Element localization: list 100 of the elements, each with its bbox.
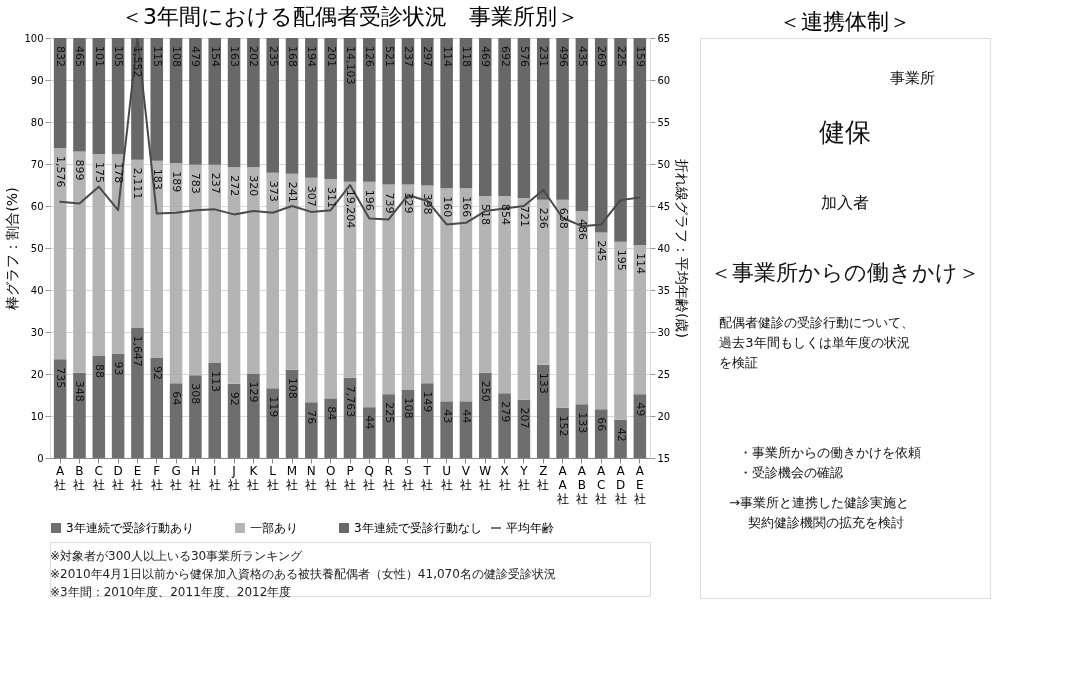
bar	[73, 38, 86, 152]
y2-tick-label: 20	[657, 410, 671, 422]
y-tick-label: 50	[30, 242, 44, 254]
x-tick-label: C社	[92, 463, 105, 492]
text: ＜連携体制＞	[779, 9, 911, 34]
x-tick-label: S社	[401, 463, 414, 492]
annotation: 152	[556, 415, 570, 437]
x-tick-label: N社	[305, 463, 318, 492]
y-tick-label: 10	[30, 410, 44, 422]
annotation: 269	[595, 46, 609, 67]
bar	[150, 358, 164, 458]
annotation: 101	[92, 46, 106, 67]
text: ※対象者が300人以上いる30事業所ランキング	[50, 549, 304, 563]
bar	[189, 375, 202, 458]
bar	[421, 38, 434, 186]
bar	[594, 38, 608, 233]
annotation: 43	[440, 409, 454, 424]
bar	[285, 173, 299, 370]
annotation: 398	[421, 193, 435, 215]
bar	[498, 195, 511, 394]
x-tick-label: AD社	[614, 463, 627, 506]
x-tick-label: AB社	[575, 463, 588, 506]
x-tick-label: M社	[286, 463, 299, 492]
annotation: 739	[382, 192, 396, 214]
x-tick-label: V社	[459, 463, 472, 492]
annotation: 115	[150, 46, 164, 67]
annotation: 49	[633, 402, 647, 417]
bar	[305, 177, 318, 403]
bar	[92, 38, 106, 154]
annotation: 373	[266, 180, 280, 202]
bar	[324, 398, 337, 458]
x-tick-label: AC社	[595, 463, 608, 506]
annotation: 92	[150, 366, 164, 381]
annotation: 207	[517, 407, 531, 429]
y-tick-label: 90	[30, 74, 44, 86]
text: →事業所と連携した健診実施と	[729, 495, 909, 510]
annotation: 225	[382, 402, 396, 424]
x-tick-label: J社	[228, 463, 241, 492]
x-tick-label: K社	[247, 463, 260, 492]
annotation: 201	[324, 46, 338, 67]
annotation: 297	[421, 46, 435, 67]
annotation: 469	[479, 46, 493, 67]
y-axis-title: 棒グラフ：割合(%)	[4, 187, 21, 310]
bar	[208, 38, 222, 165]
annotation: 119	[266, 396, 280, 418]
bar	[131, 159, 144, 328]
bar	[305, 38, 318, 178]
annotation: 126	[363, 46, 377, 67]
x-tick-label: F社	[150, 463, 163, 492]
bar	[131, 327, 144, 458]
annotation: 149	[421, 391, 435, 413]
text: ＜事業所からの働きかけ＞	[710, 260, 980, 285]
text: 健保	[819, 117, 871, 147]
x-tick-label: AA社	[556, 463, 569, 506]
annotation: 105	[112, 46, 126, 67]
bar	[633, 245, 647, 395]
x-tick-label: Y社	[517, 463, 530, 492]
annotation: 154	[208, 46, 222, 67]
bar	[594, 232, 608, 410]
bar	[401, 38, 415, 185]
y2-tick-label: 35	[657, 284, 671, 296]
annotation: 76	[305, 410, 319, 425]
annotation: 7,763	[344, 385, 357, 418]
bar	[266, 38, 279, 173]
annotation: 735	[54, 367, 68, 389]
annotation: 166	[459, 196, 473, 218]
annotation: 899	[73, 159, 87, 181]
x-tick-label: E社	[131, 463, 144, 492]
bar	[150, 160, 164, 359]
annotation: 1,576	[54, 156, 68, 188]
annotation: 44	[363, 415, 377, 430]
y2-tick-label: 55	[657, 116, 671, 128]
y-tick-label: 0	[37, 452, 44, 464]
bar	[363, 38, 376, 182]
annotation: 496	[556, 46, 570, 67]
annotation: 329	[401, 192, 415, 214]
annotation: 129	[247, 381, 261, 403]
bar	[150, 38, 164, 161]
bar	[401, 184, 415, 390]
bar	[92, 355, 106, 458]
annotation: 225	[614, 46, 628, 67]
bar	[382, 184, 395, 395]
annotation: 435	[575, 46, 589, 67]
bar	[536, 38, 550, 200]
y2-tick-label: 45	[657, 200, 671, 212]
annotation: 93	[112, 361, 126, 376]
annotation: 692	[498, 46, 512, 67]
bar	[324, 38, 337, 180]
annotation: 178	[112, 162, 126, 184]
bar	[247, 167, 260, 374]
annotation: 66	[595, 417, 609, 432]
bar	[285, 38, 299, 174]
y-tick-label: 70	[30, 158, 44, 170]
x-tick-label: L社	[266, 463, 279, 492]
annotation: 84	[324, 406, 338, 421]
bar	[478, 38, 492, 196]
y-tick-label: 30	[30, 326, 44, 338]
bar	[478, 372, 492, 458]
annotation: 245	[595, 240, 609, 262]
annotation: 14,103	[344, 46, 357, 85]
